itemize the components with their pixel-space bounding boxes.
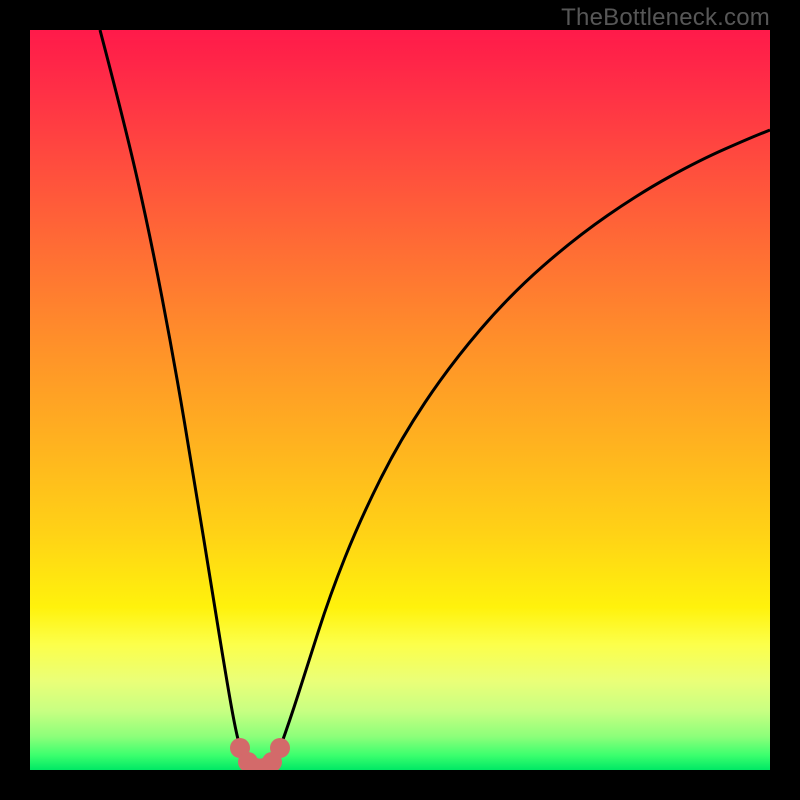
gradient-background xyxy=(30,30,770,770)
notch-marker xyxy=(270,738,290,758)
chart-svg xyxy=(30,30,770,770)
watermark-text: TheBottleneck.com xyxy=(561,4,770,32)
plot-area xyxy=(30,30,770,770)
